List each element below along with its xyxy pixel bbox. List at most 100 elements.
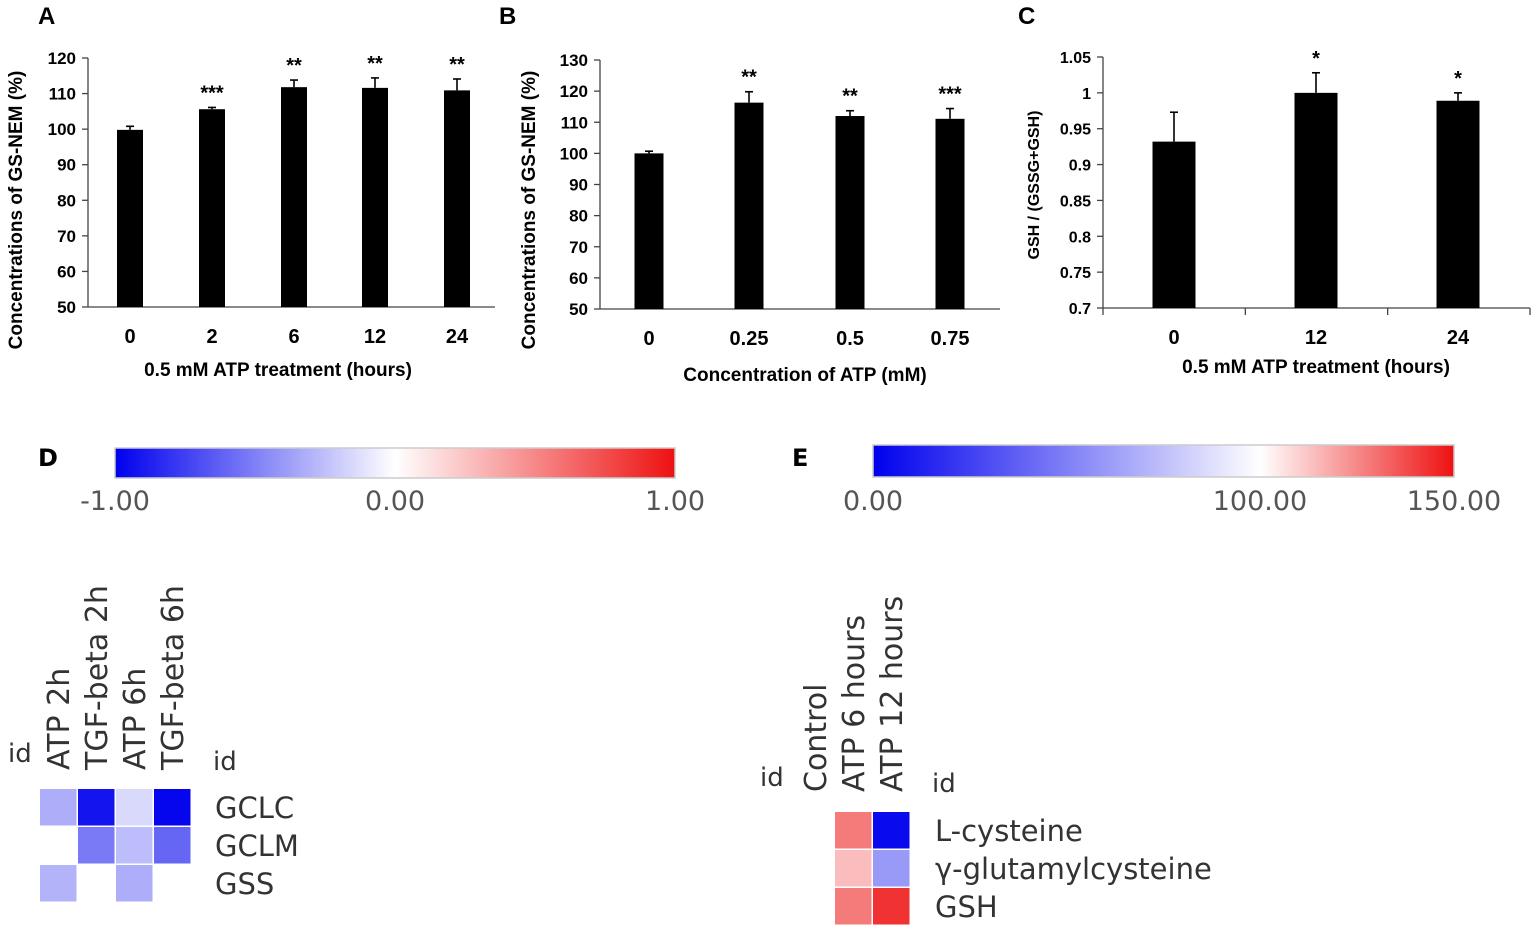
x-tick-label: 0	[1168, 327, 1179, 349]
y-tick-label: 130	[560, 51, 588, 70]
bar	[117, 129, 143, 307]
y-tick-label: 90	[569, 176, 588, 195]
panel-d-letter: D	[38, 444, 58, 472]
colorbar-tick-label: 150.00	[1407, 486, 1501, 517]
panel-b-chart: B 50 60 70 80 90 100 110 120 130 0 ** 0.25 ** 0.5 *** 0…	[499, 3, 1000, 386]
row-label: γ-glutamylcysteine	[935, 852, 1212, 886]
heatmap-cell	[873, 888, 910, 925]
row-label: GSH	[935, 890, 998, 924]
heatmap-cell	[40, 865, 77, 902]
x-axis-title: 0.5 mM ATP treatment (hours)	[144, 360, 412, 381]
bar	[1294, 92, 1338, 308]
bar	[444, 90, 470, 308]
y-tick-label: 0.75	[1060, 265, 1091, 282]
significance-label: **	[367, 53, 383, 75]
x-tick-label: 24	[446, 326, 469, 348]
colorbar	[872, 444, 1455, 478]
row-label: GCLM	[215, 829, 299, 863]
heatmap-cell	[78, 789, 115, 826]
x-tick-label: 6	[288, 326, 299, 348]
x-tick-label: 0	[643, 328, 654, 350]
colorbar-tick-label: 1.00	[645, 486, 705, 517]
panel-b-letter: B	[499, 3, 516, 30]
colorbar	[114, 447, 676, 479]
row-label: GCLC	[215, 791, 294, 825]
heatmap-cell	[873, 850, 910, 887]
y-tick-label: 50	[57, 298, 76, 317]
y-tick-label: 80	[569, 207, 588, 226]
bar	[634, 153, 664, 309]
bar	[362, 87, 388, 307]
panel-a-letter: A	[38, 3, 55, 30]
y-tick-label: 0.85	[1060, 193, 1091, 210]
y-tick-label: 120	[48, 49, 76, 68]
significance-label: **	[842, 86, 858, 108]
y-tick-label: 0.9	[1069, 158, 1091, 175]
heatmap-cell	[154, 789, 191, 826]
id-label-right: id	[932, 769, 956, 799]
x-axis-title: Concentration of ATP (mM)	[683, 365, 926, 386]
y-tick-label: 70	[57, 227, 76, 246]
row-label: L-cysteine	[935, 814, 1083, 848]
colorbar-tick-label: -1.00	[80, 486, 150, 517]
id-label-left: id	[8, 739, 32, 769]
y-tick-label: 60	[57, 262, 76, 281]
significance-label: *	[1312, 48, 1320, 70]
heatmap-cell	[40, 789, 77, 826]
y-tick-label: 110	[49, 85, 76, 104]
panel-c-letter: C	[1018, 3, 1035, 30]
y-tick-label: 1	[1082, 86, 1091, 103]
y-tick-label: 50	[569, 300, 588, 319]
significance-label: **	[741, 67, 757, 89]
x-tick-label: 0.75	[931, 328, 970, 350]
x-tick-label: 12	[1305, 327, 1327, 349]
heatmap-cell	[78, 827, 115, 864]
x-tick-label: 0	[124, 326, 135, 348]
x-axis-title: 0.5 mM ATP treatment (hours)	[1182, 357, 1450, 378]
x-tick-label: 24	[1447, 327, 1470, 349]
bar	[1436, 100, 1480, 308]
colorbar-tick-label: 100.00	[1213, 486, 1307, 517]
bar	[734, 102, 764, 309]
panel-e-heatmap: E 0.00 100.00 150.00 id id Control ATP 6 hours…	[760, 444, 1501, 925]
id-label-left: id	[760, 763, 784, 793]
x-tick-label: 2	[206, 326, 217, 348]
panel-e-letter: E	[792, 444, 808, 472]
column-label: ATP 6h	[118, 668, 153, 770]
heatmap-cell	[154, 827, 191, 864]
heatmap-cell	[116, 789, 153, 826]
significance-label: ***	[200, 82, 224, 104]
bar	[835, 116, 865, 310]
column-label: ATP 2h	[42, 668, 77, 770]
column-label: ATP 12 hours	[875, 596, 910, 792]
x-tick-label: 0.25	[730, 328, 769, 350]
significance-label: **	[449, 54, 465, 76]
bar	[1152, 141, 1196, 308]
column-label: ATP 6 hours	[837, 615, 872, 792]
bar	[199, 109, 225, 307]
y-axis-title: Concentrations of GS-NEM (%)	[6, 71, 27, 350]
y-tick-label: 70	[569, 238, 588, 257]
bar	[281, 87, 307, 307]
column-label: TGF-beta 2h	[80, 585, 115, 771]
y-tick-label: 110	[561, 113, 588, 132]
bar	[935, 118, 965, 309]
panel-a-chart: A 50 60 70 80 90 100 110 120 0 *** 2 ** 6 ** 12 ** 24 0.5…	[6, 3, 495, 381]
y-tick-label: 0.95	[1060, 122, 1091, 139]
y-axis-title: GSH / (GSSG+GSH)	[1026, 111, 1043, 260]
x-tick-label: 12	[364, 326, 386, 348]
significance-label: *	[1454, 68, 1462, 90]
y-axis-title: Concentrations of GS-NEM (%)	[519, 71, 540, 350]
y-tick-label: 1.05	[1060, 50, 1091, 67]
y-tick-label: 100	[560, 144, 588, 163]
colorbar-tick-label: 0.00	[365, 486, 425, 517]
y-tick-label: 60	[569, 269, 588, 288]
id-label-right: id	[213, 747, 237, 777]
heatmap-cell	[835, 888, 872, 925]
panel-c-chart: C 0.7 0.75 0.8 0.85 0.9 0.95 1 1.05 0 * 12 * 24 0.5 m…	[1018, 3, 1531, 378]
column-label: Control	[799, 684, 834, 792]
y-tick-label: 0.8	[1069, 229, 1091, 246]
y-tick-label: 80	[57, 191, 76, 210]
y-tick-label: 90	[57, 156, 76, 175]
